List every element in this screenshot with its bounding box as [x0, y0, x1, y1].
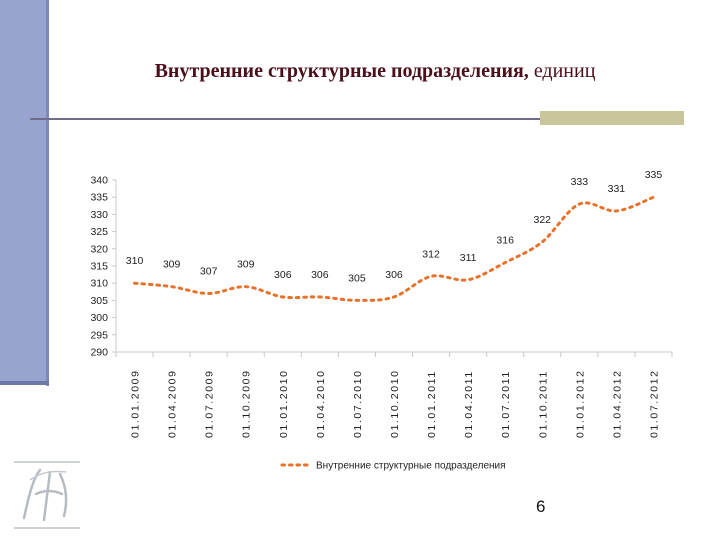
- x-tick-label: 01.07.2012: [648, 369, 660, 438]
- data-label: 306: [274, 269, 292, 281]
- y-tick-label: 335: [90, 192, 108, 204]
- y-tick-label: 340: [90, 175, 108, 187]
- decorative-side-bar-bottom: [0, 381, 49, 385]
- title-divider-accent: [540, 111, 684, 125]
- slide-title-main: Внутренние структурные подразделения,: [154, 60, 529, 82]
- y-tick-label: 305: [90, 295, 108, 307]
- monogram-logo-icon: [14, 461, 80, 529]
- y-tick-label: 325: [90, 226, 108, 238]
- x-tick-label: 01.01.2011: [426, 370, 438, 438]
- data-label: 305: [348, 272, 366, 284]
- x-tick-label: 01.10.2009: [241, 369, 253, 438]
- y-tick-label: 310: [90, 278, 108, 290]
- page-number: 6: [536, 497, 546, 516]
- x-tick-label: 01.04.2011: [463, 370, 475, 438]
- y-tick-label: 300: [90, 312, 108, 324]
- x-tick-label: 01.10.2010: [389, 369, 401, 438]
- y-tick-label: 320: [90, 243, 108, 255]
- x-tick-label: 01.04.2009: [167, 369, 179, 438]
- data-label: 307: [200, 266, 218, 278]
- x-tick-label: 01.01.2012: [574, 369, 586, 438]
- data-label: 309: [163, 259, 181, 271]
- x-tick-label: 01.07.2010: [352, 369, 364, 438]
- x-tick-label: 01.04.2010: [315, 369, 327, 438]
- x-tick-label: 01.01.2009: [130, 369, 142, 438]
- data-label: 316: [496, 235, 514, 247]
- x-tick-label: 01.10.2011: [537, 370, 549, 438]
- x-tick-label: 01.01.2010: [278, 369, 290, 438]
- data-label: 335: [645, 169, 663, 181]
- data-label: 310: [126, 255, 144, 267]
- y-tick-label: 295: [90, 329, 108, 341]
- data-label: 312: [422, 248, 440, 260]
- data-label: 331: [608, 183, 626, 195]
- data-label: 309: [237, 259, 255, 271]
- decorative-side-bar: [0, 0, 46, 384]
- slide-title: Внутренние структурные подразделения, ед…: [60, 60, 690, 83]
- y-tick-label: 330: [90, 209, 108, 221]
- data-label: 333: [571, 176, 589, 188]
- decorative-side-bar-shadow: [46, 0, 49, 386]
- title-divider: [30, 118, 684, 120]
- y-tick-label: 290: [90, 347, 108, 359]
- slide-title-unit: единиц: [528, 60, 596, 82]
- series-line-vnutrennie: [133, 195, 655, 302]
- data-label: 306: [385, 269, 403, 281]
- x-tick-label: 01.07.2009: [204, 369, 216, 438]
- data-label: 311: [460, 252, 477, 264]
- x-tick-label: 01.04.2012: [611, 369, 623, 438]
- x-tick-label: 01.07.2011: [500, 370, 512, 438]
- data-label: 322: [534, 214, 552, 226]
- y-tick-label: 315: [90, 261, 108, 273]
- legend-label: Внутренние структурные подразделения: [316, 461, 506, 472]
- data-label: 306: [311, 269, 329, 281]
